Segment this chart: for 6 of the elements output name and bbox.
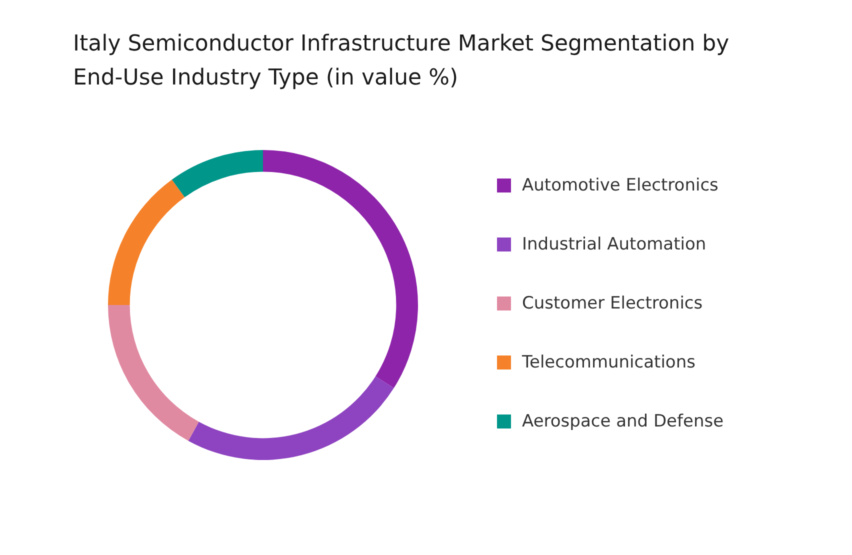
legend-label: Telecommunications xyxy=(521,352,696,372)
legend-label: Customer Electronics xyxy=(522,294,703,314)
chart-title: Italy Semiconductor Infrastructure Market Segmentation by End-Use Industry Type (in value %) xyxy=(73,32,736,90)
legend-label: Industrial Automation xyxy=(522,234,706,254)
legend-label: Automotive Electronics xyxy=(522,176,719,196)
legend-label: Aerospace and Defense xyxy=(522,412,724,432)
